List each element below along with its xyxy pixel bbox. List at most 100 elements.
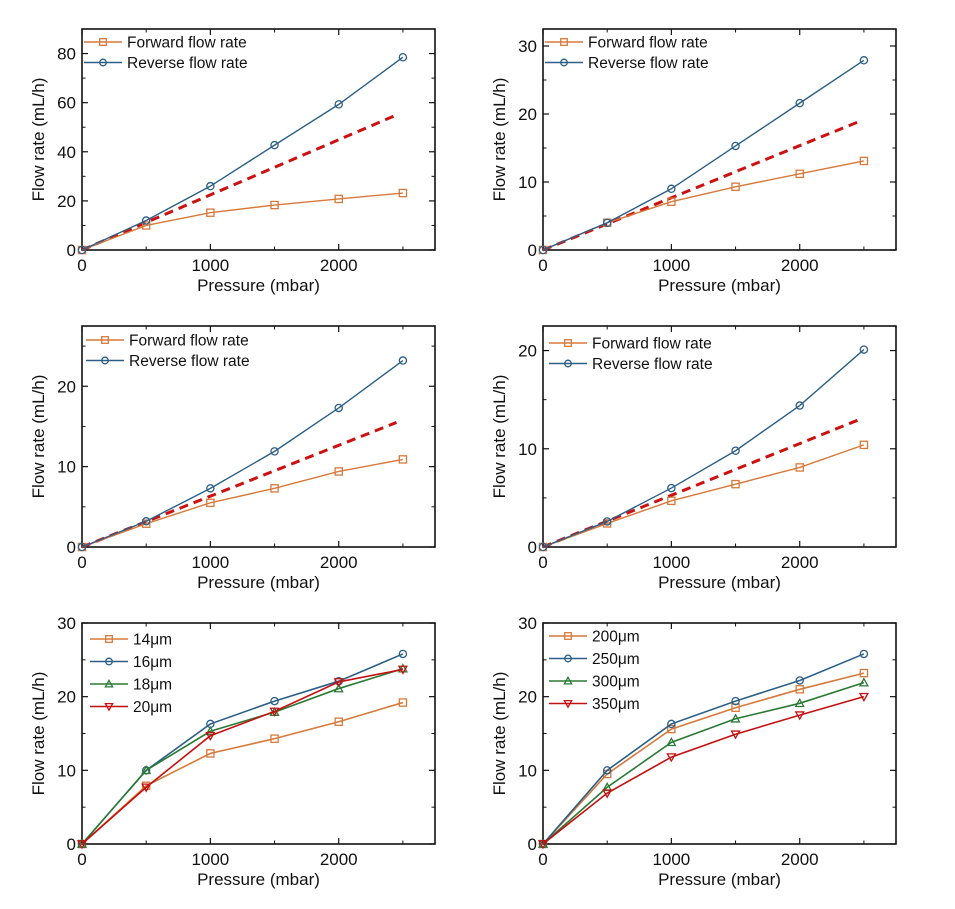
plot-frame	[542, 325, 897, 548]
marker-square	[105, 635, 113, 643]
y-tick-label: 30	[57, 614, 76, 633]
legend-label: 16μm	[133, 654, 172, 671]
marker-triangle-up	[730, 713, 741, 723]
marker-square	[334, 717, 343, 726]
marker-circle	[270, 447, 279, 456]
legend: Forward flow rate Reverse flow rate	[86, 333, 250, 370]
marker-square	[334, 467, 343, 476]
legend-item: Forward flow rate	[549, 336, 712, 353]
x-tick-label: 2000	[781, 553, 819, 572]
marker-square	[206, 749, 215, 758]
marker-triangle-up	[794, 697, 805, 708]
series-0	[538, 440, 869, 552]
marker-circle	[101, 356, 109, 365]
marker-circle	[667, 184, 676, 194]
marker-triangle-up	[104, 679, 114, 688]
marker-square	[101, 336, 109, 344]
marker-square	[564, 339, 572, 347]
legend-item: 18μm	[90, 677, 172, 694]
series-0	[538, 668, 869, 849]
marker-square	[398, 698, 408, 707]
series-2	[537, 677, 869, 848]
x-tick-label: 1000	[191, 850, 229, 869]
marker-square	[564, 632, 572, 640]
x-tick-label: 0	[538, 256, 547, 275]
y-tick-label: 20	[57, 377, 76, 396]
legend: 14μm 16μm 18μm 20μm	[90, 632, 172, 716]
x-tick-label: 1000	[191, 553, 229, 572]
legend-label: Forward flow rate	[592, 336, 712, 353]
marker-triangle-up	[666, 737, 677, 747]
x-tick-label: 2000	[320, 553, 358, 572]
x-tick-label: 2000	[781, 256, 819, 275]
legend: Forward flow rate Reverse flow rate	[545, 35, 709, 72]
marker-square	[99, 38, 107, 46]
marker-circle	[334, 100, 343, 109]
marker-triangle-down	[666, 753, 677, 763]
plot-frame	[81, 28, 436, 251]
marker-triangle-down	[858, 692, 869, 702]
marker-circle	[564, 359, 572, 368]
x-tick-label: 0	[77, 553, 86, 572]
x-axis-title: Pressure (mbar)	[197, 276, 320, 295]
x-tick-label: 0	[77, 256, 86, 275]
series-line	[542, 653, 865, 845]
marker-square	[141, 221, 151, 230]
marker-circle	[731, 446, 740, 455]
series-line	[81, 667, 404, 845]
legend-item: 20μm	[90, 699, 172, 716]
series-line	[542, 59, 865, 251]
reference-dashed-line	[81, 113, 398, 252]
series-2	[76, 663, 408, 848]
marker-circle	[667, 483, 676, 493]
reference-dashed-line	[542, 418, 859, 549]
legend-label: Reverse flow rate	[127, 55, 248, 72]
marker-square	[859, 668, 869, 678]
x-tick-label: 1000	[652, 850, 690, 869]
series-line	[542, 349, 865, 548]
marker-triangle-down	[537, 840, 549, 850]
marker-triangle-down	[602, 789, 613, 799]
y-tick-label: 20	[57, 688, 76, 707]
marker-square	[731, 479, 740, 489]
marker-triangle-down	[104, 702, 114, 712]
marker-square	[795, 463, 804, 472]
legend-item: Reverse flow rate	[84, 55, 248, 72]
legend-item: 16μm	[90, 654, 172, 671]
marker-circle	[141, 517, 151, 526]
y-axis-title: Flow rate (mL/h)	[29, 78, 48, 202]
legend-label: 18μm	[133, 677, 172, 694]
marker-triangle-down	[563, 699, 573, 709]
y-tick-label: 30	[518, 37, 537, 56]
y-tick-label: 30	[518, 614, 537, 633]
marker-circle	[105, 657, 113, 666]
x-axis-title: Pressure (mbar)	[658, 870, 781, 889]
marker-square	[859, 440, 869, 450]
marker-circle	[206, 181, 215, 191]
series-1	[77, 52, 408, 255]
series-1	[77, 649, 408, 849]
y-tick-label: 0	[67, 538, 76, 557]
series-line	[542, 160, 865, 251]
legend-label: 300μm	[592, 674, 640, 691]
marker-square	[398, 455, 408, 464]
series-line	[81, 701, 404, 845]
marker-circle	[77, 542, 87, 552]
marker-triangle-down	[794, 711, 805, 721]
legend-item: Reverse flow rate	[545, 55, 709, 72]
marker-circle	[270, 140, 279, 150]
y-tick-label: 0	[528, 835, 537, 854]
y-tick-label: 40	[57, 143, 76, 162]
plot-frame	[81, 325, 436, 548]
legend-label: 14μm	[133, 632, 172, 649]
series-0	[77, 455, 408, 552]
series-line	[542, 681, 865, 845]
legend: Forward flow rate Reverse flow rate	[549, 336, 713, 373]
marker-circle	[77, 245, 87, 255]
legend-item: Reverse flow rate	[549, 356, 713, 373]
marker-square	[270, 200, 279, 210]
marker-triangle-up	[205, 725, 216, 736]
legend-item: 300μm	[549, 674, 640, 691]
y-tick-label: 20	[57, 192, 76, 211]
